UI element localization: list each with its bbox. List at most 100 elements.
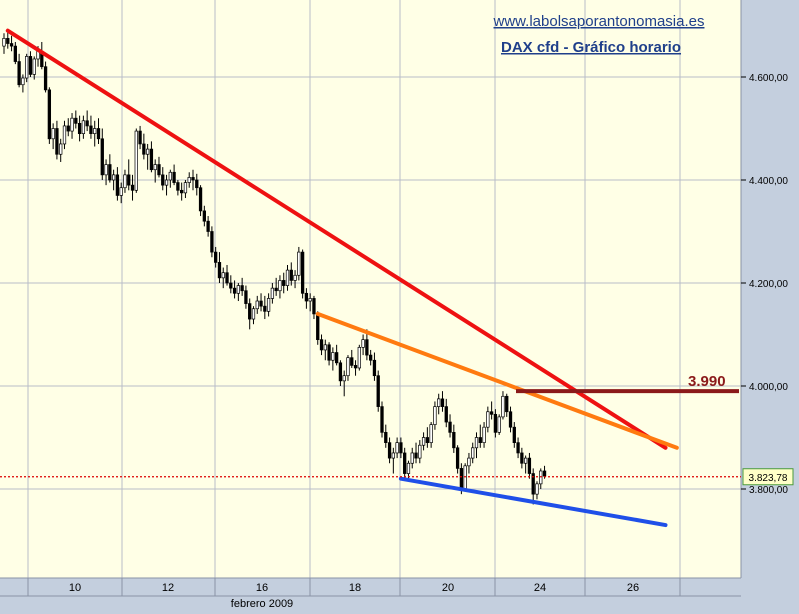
candle-body: [399, 442, 403, 454]
candle-body: [134, 130, 138, 191]
candle-body: [444, 406, 448, 423]
candle-body: [187, 177, 191, 183]
candle-body: [51, 128, 55, 140]
candle-body: [331, 352, 335, 361]
candle-body: [467, 457, 471, 467]
candle-body: [406, 462, 411, 474]
candle-body: [251, 308, 256, 320]
candle-body: [138, 130, 142, 145]
candle-body: [535, 483, 539, 495]
candle-body: [369, 354, 373, 361]
candle-body: [342, 375, 346, 382]
candle-body: [210, 231, 214, 253]
candle-body: [6, 38, 10, 44]
candle-body: [323, 344, 327, 351]
candle-body: [448, 421, 452, 433]
candle-body: [17, 61, 21, 86]
candle-body: [539, 470, 543, 485]
red-trendline: [5, 28, 668, 450]
candle-body: [474, 437, 479, 449]
candle-body: [191, 177, 195, 181]
candle-body: [357, 347, 361, 369]
candle-body: [202, 210, 206, 222]
candle-body: [195, 179, 199, 189]
candle-body: [59, 143, 63, 155]
candle-body: [421, 437, 426, 446]
y-tick-label: 4.600,00: [749, 73, 788, 84]
candle-body: [229, 282, 233, 289]
candle-body: [164, 179, 169, 186]
y-axis-ticks: 3.800,00 4.000,00 4.200,00 4.400,00 4.600,00: [741, 73, 788, 496]
candle-body: [516, 442, 520, 454]
candle-body: [440, 398, 445, 407]
candle-body: [350, 357, 354, 366]
candle-body: [387, 442, 392, 459]
candle-body: [346, 357, 350, 377]
candle-body: [255, 300, 259, 310]
current-price-label: 3.823,78: [749, 473, 788, 484]
candle-body: [512, 426, 516, 444]
candle-body: [183, 182, 188, 194]
candle-body: [217, 262, 222, 279]
candle-body: [531, 473, 535, 495]
candle-body: [384, 432, 388, 444]
x-tick-label: 12: [162, 582, 174, 594]
candle-body: [452, 432, 456, 449]
candle-body: [523, 457, 528, 464]
candle-body: [161, 174, 165, 186]
x-tick-label: 16: [256, 582, 268, 594]
candle-body: [81, 120, 86, 135]
candle-body: [486, 411, 490, 428]
candle-body: [123, 174, 127, 189]
candle-body: [206, 220, 210, 232]
candle-body: [149, 148, 154, 171]
candle-body: [198, 187, 203, 212]
candle-body: [501, 395, 505, 418]
candle-body: [225, 272, 229, 284]
candle-body: [100, 138, 104, 176]
candle-body: [32, 58, 36, 75]
candle-body: [282, 280, 286, 286]
candle-body: [259, 300, 263, 307]
candle-body: [300, 251, 305, 294]
candle-body: [316, 313, 320, 340]
candle-body: [2, 38, 6, 47]
candle-body: [463, 465, 467, 490]
candle-body: [236, 285, 241, 294]
candle-body: [508, 411, 513, 428]
x-tick-label: 24: [534, 582, 546, 594]
candle-body: [437, 398, 441, 407]
candle-body: [180, 189, 184, 194]
candle-body: [266, 298, 271, 312]
candle-body: [74, 117, 78, 124]
candle-body: [28, 56, 33, 75]
y-tick-label: 4.400,00: [749, 176, 788, 187]
candle-body: [66, 125, 70, 132]
candle-body: [459, 468, 464, 490]
site-link[interactable]: www.labolsaporantonomasia.es: [493, 13, 705, 30]
candle-body: [410, 452, 414, 464]
candle-body: [13, 45, 17, 62]
candle-body: [240, 285, 244, 292]
candle-body: [493, 413, 498, 433]
candle-body: [433, 406, 437, 425]
candle-body: [520, 452, 524, 464]
candle-body: [130, 184, 135, 191]
candle-body: [9, 43, 14, 47]
x-tick-label: 18: [349, 582, 361, 594]
current-price-badge: [742, 468, 794, 486]
candle-body: [270, 287, 275, 299]
candle-body: [89, 125, 93, 135]
candle-body: [418, 444, 422, 459]
grid: [0, 0, 741, 578]
candle-body: [505, 395, 509, 413]
candle-body: [168, 171, 172, 181]
candle-body: [115, 174, 120, 196]
candle-body: [47, 89, 52, 140]
candle-body: [62, 125, 67, 145]
candle-body: [293, 274, 297, 281]
candle-body: [338, 362, 343, 382]
candle-body: [327, 344, 331, 361]
candle-body: [153, 164, 157, 171]
